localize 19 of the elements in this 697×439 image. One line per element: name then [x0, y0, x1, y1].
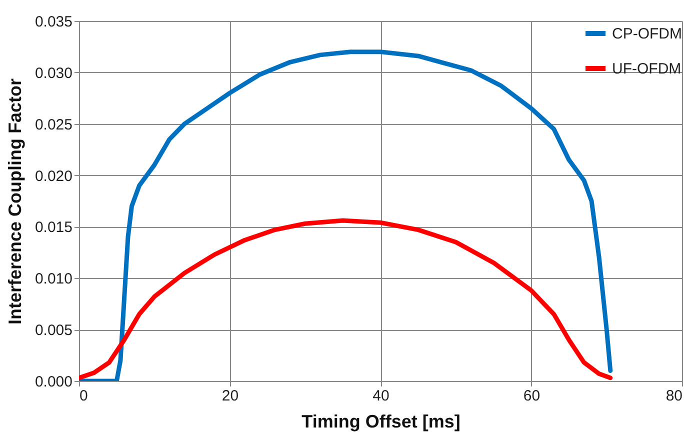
x-tick-label: 0: [80, 388, 88, 404]
y-tick-label: 0.035: [34, 14, 72, 30]
x-axis-title: Timing Offset [ms]: [302, 412, 460, 432]
y-tick-label: 0.010: [34, 270, 72, 288]
x-tick-label: 60: [523, 388, 540, 404]
legend-label: CP-OFDM: [612, 26, 682, 42]
y-tick-label: 0.005: [34, 322, 72, 340]
legend-label: UF-OFDM: [612, 60, 682, 78]
y-axis-title: Interference Coupling Factor: [4, 78, 25, 325]
y-tick-label: 0.000: [34, 374, 72, 390]
x-tick-label: 80: [666, 388, 682, 404]
x-tick-label: 20: [222, 388, 239, 404]
line-series: [79, 218, 613, 380]
y-tick-label: 0.025: [34, 116, 72, 134]
y-tick-label: 0.020: [34, 168, 72, 185]
y-tick-label: 0.015: [34, 219, 72, 236]
y-tick-label: 0.030: [34, 64, 72, 82]
line-series: [79, 50, 613, 381]
x-tick-label: 40: [372, 388, 390, 404]
